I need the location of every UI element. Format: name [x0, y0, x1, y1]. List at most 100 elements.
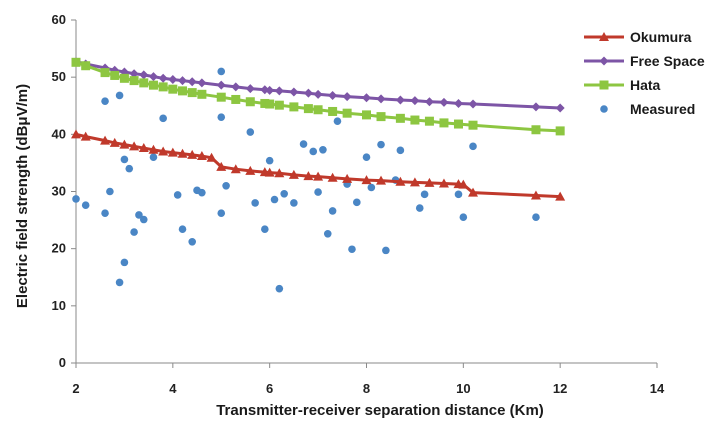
free-space-point — [139, 70, 149, 80]
okumura-point — [288, 169, 299, 179]
hata-series — [71, 57, 565, 136]
legend-swatch-marker — [600, 105, 608, 113]
okumura-point — [438, 178, 449, 188]
measured-point — [173, 191, 182, 199]
free-space-point — [328, 90, 338, 100]
measured-point — [159, 114, 167, 123]
free-space-point — [129, 69, 139, 79]
free-space-point — [362, 93, 371, 103]
measured-point — [459, 213, 468, 222]
hata-point — [395, 113, 405, 123]
measured-point — [353, 198, 361, 207]
plot-area — [71, 57, 566, 293]
hata-point — [424, 116, 434, 126]
okumura-point — [129, 141, 140, 151]
measured-point — [314, 188, 322, 196]
okumura-point — [245, 165, 256, 175]
measured-point — [348, 245, 356, 254]
hata-point — [197, 89, 207, 99]
free-space-point — [158, 73, 168, 83]
legend-item-free-space: Free Space — [584, 53, 705, 69]
free-space-point — [197, 78, 207, 88]
x-axis-title: Transmitter-receiver separation distance… — [216, 402, 544, 419]
okumura-point — [342, 173, 353, 183]
legend-label: Free Space — [630, 53, 705, 69]
measured-point — [319, 145, 327, 154]
hata-point — [265, 99, 275, 109]
y-tick-label: 30 — [52, 184, 66, 199]
y-axis-title: Electric field strength (dBμV/m) — [14, 84, 31, 308]
okumura-point — [264, 167, 275, 177]
measured-point — [382, 246, 390, 255]
x-tick-label: 10 — [456, 381, 470, 396]
legend-item-measured: Measured — [600, 101, 695, 117]
okumura-point — [395, 176, 406, 186]
hata-point — [260, 98, 270, 108]
measured-point — [469, 142, 477, 151]
x-tick-label: 4 — [169, 381, 177, 396]
measured-point — [396, 146, 405, 155]
okumura-series — [71, 129, 566, 201]
okumura-point — [458, 179, 469, 189]
okumura-point — [206, 152, 217, 162]
measured-point — [120, 155, 129, 164]
x-tick-label: 2 — [72, 381, 79, 396]
okumura-point — [148, 144, 159, 154]
x-tick-label: 12 — [553, 381, 567, 396]
free-space-point — [424, 97, 434, 107]
measured-point — [217, 67, 226, 76]
measured-point — [532, 213, 540, 222]
hata-point — [178, 86, 188, 96]
okumura-point — [187, 149, 198, 159]
x-tick-label: 6 — [266, 381, 273, 396]
hata-point — [231, 94, 241, 104]
hata-point — [342, 108, 352, 118]
y-tick-label: 0 — [59, 355, 66, 370]
free-space-point — [187, 77, 197, 87]
measured-point — [222, 181, 230, 190]
measured-point — [377, 140, 385, 149]
measured-point — [217, 113, 226, 121]
measured-point — [139, 215, 148, 224]
measured-point — [251, 199, 259, 207]
hata-point — [303, 104, 313, 114]
hata-point — [453, 119, 463, 129]
hata-point — [216, 92, 226, 102]
free-space-point — [531, 102, 541, 112]
hata-point — [376, 112, 386, 122]
measured-point — [135, 211, 143, 219]
y-tick-label: 60 — [52, 12, 66, 27]
measured-point — [275, 284, 284, 293]
measured-point — [101, 97, 109, 105]
measured-point — [81, 201, 90, 210]
free-space-point — [410, 96, 420, 106]
okumura-point — [100, 135, 111, 145]
hata-point — [313, 105, 323, 115]
free-space-point — [342, 92, 352, 102]
hata-point — [245, 97, 255, 107]
measured-point — [101, 209, 109, 218]
hata-point — [531, 125, 541, 135]
measured-point — [246, 128, 255, 136]
okumura-point — [230, 164, 241, 174]
hata-point — [439, 118, 449, 128]
legend-swatch-marker — [599, 56, 609, 66]
hata-point — [119, 73, 129, 83]
measured-series — [72, 67, 540, 293]
y-tick-label: 20 — [52, 241, 66, 256]
hata-point — [71, 57, 81, 67]
okumura-point — [274, 168, 285, 178]
measured-point — [333, 117, 342, 125]
legend-swatch-marker — [599, 80, 609, 90]
measured-point — [198, 188, 206, 197]
legend-swatch-marker — [599, 32, 609, 41]
free-space-point — [376, 94, 386, 104]
y-tick-label: 50 — [52, 69, 66, 84]
okumura-point — [313, 171, 324, 181]
hata-point — [81, 61, 91, 71]
measured-point — [265, 156, 274, 165]
okumura-point — [555, 191, 566, 201]
legend-label: Okumura — [630, 29, 692, 45]
hata-point — [110, 70, 120, 80]
free-space-point — [216, 80, 226, 90]
